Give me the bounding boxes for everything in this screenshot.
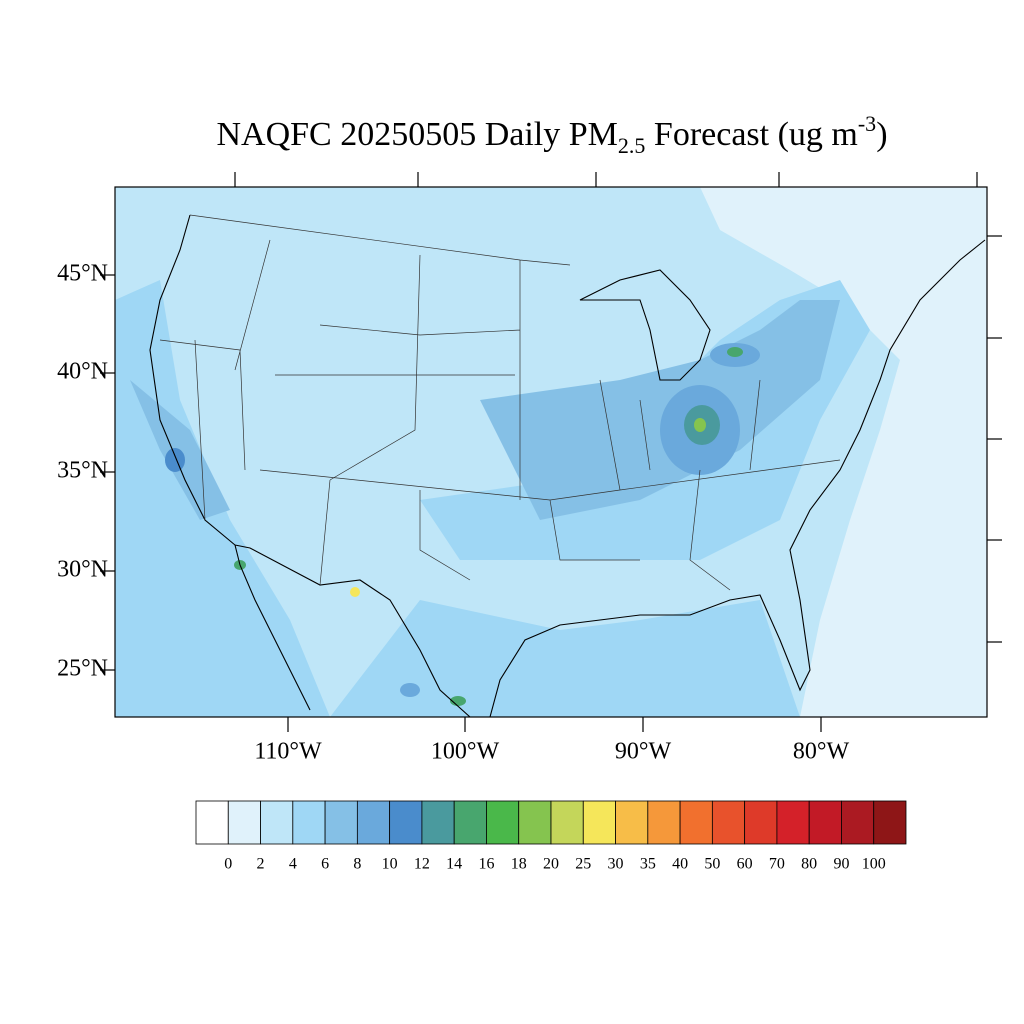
colorbar-box (453, 800, 487, 845)
colorbar-box (324, 800, 358, 845)
colorbar-label: 20 (543, 856, 559, 873)
colorbar-label: 100 (862, 856, 886, 873)
colorbar-box (679, 800, 713, 845)
colorbar-box (711, 800, 746, 845)
colorbar-label: 14 (446, 856, 462, 873)
colorbar-box (582, 800, 616, 845)
colorbar-box (292, 800, 326, 845)
colorbar-box (744, 800, 778, 845)
colorbar-label: 35 (640, 856, 656, 873)
colorbar-label: 60 (737, 856, 753, 873)
lat-label: 30°N (57, 557, 108, 583)
map-field (115, 187, 987, 717)
title-middle: Forecast (ug m (645, 116, 857, 153)
colorbar-label: 2 (257, 856, 265, 873)
colorbar-box (647, 800, 681, 845)
colorbar-label: 40 (672, 856, 688, 873)
colorbar-box (873, 800, 907, 845)
colorbar-label: 25 (575, 856, 591, 873)
lon-label: 100°W (431, 739, 500, 765)
colorbar: 0 2 4 6 8 10 12 14 16 18 20 25 30 35 40 50 60 70 80 90 100 (195, 800, 907, 873)
colorbar-box (615, 800, 649, 845)
colorbar-label: 10 (382, 856, 398, 873)
colorbar-box (227, 800, 261, 845)
colorbar-label: 70 (769, 856, 785, 873)
colorbar-label: 12 (414, 856, 430, 873)
colorbar-box (808, 800, 842, 845)
lat-label: 25°N (57, 656, 108, 682)
title-subscript: 2.5 (618, 133, 646, 158)
title-superscript: -3 (858, 111, 876, 136)
colorbar-label: 30 (608, 856, 624, 873)
colorbar-box (518, 800, 552, 845)
colorbar-box (195, 800, 229, 845)
map-ticks (234, 172, 1002, 643)
colorbar-label: 80 (801, 856, 817, 873)
colorbar-box (486, 800, 520, 845)
colorbar-label: 8 (353, 856, 361, 873)
map-frame (114, 186, 988, 718)
title-end: ) (876, 116, 887, 153)
lat-label: 35°N (57, 458, 108, 484)
lon-label: 110°W (254, 739, 322, 765)
colorbar-box (841, 800, 875, 845)
title-main: NAQFC 20250505 Daily PM (216, 116, 617, 153)
colorbar-label: 4 (289, 856, 297, 873)
colorbar-label: 90 (833, 856, 849, 873)
colorbar-label: 50 (704, 856, 720, 873)
colorbar-box (260, 800, 294, 845)
colorbar-box (550, 800, 584, 845)
lon-label: 90°W (615, 739, 672, 765)
colorbar-box (421, 800, 455, 845)
lat-label: 40°N (57, 359, 108, 385)
lon-label: 80°W (793, 739, 850, 765)
colorbar-label: 0 (224, 856, 232, 873)
colorbar-label: 18 (511, 856, 527, 873)
title: NAQFC 20250505 Daily PM2.5 Forecast (ug … (216, 111, 887, 158)
colorbar-label: 16 (478, 856, 494, 873)
colorbar-box (356, 800, 391, 845)
lat-label: 45°N (57, 261, 108, 287)
colorbar-label: 6 (321, 856, 329, 873)
colorbar-box (389, 800, 423, 845)
colorbar-box (776, 800, 810, 845)
